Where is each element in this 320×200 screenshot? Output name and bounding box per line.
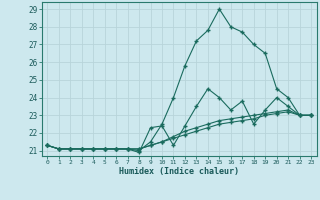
X-axis label: Humidex (Indice chaleur): Humidex (Indice chaleur) [119,167,239,176]
